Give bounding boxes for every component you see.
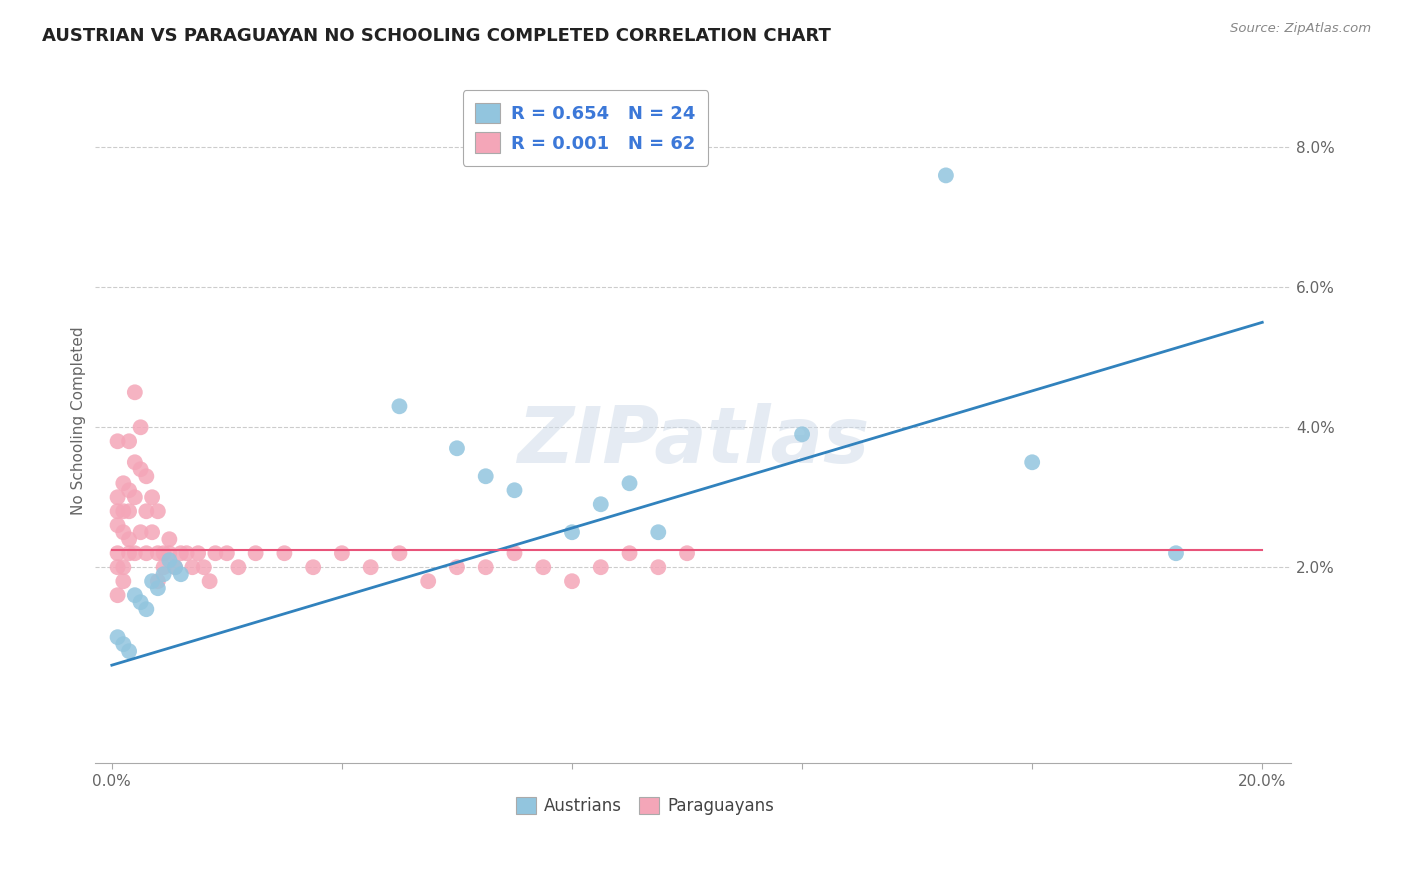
Point <box>124 385 146 400</box>
Point <box>124 546 146 560</box>
Point <box>503 483 526 498</box>
Point <box>152 567 174 582</box>
Legend: Austrians, Paraguayans: Austrians, Paraguayans <box>508 789 782 823</box>
Point <box>647 560 669 574</box>
Point <box>193 560 215 574</box>
Point <box>204 546 226 560</box>
Point <box>589 497 612 511</box>
Text: Source: ZipAtlas.com: Source: ZipAtlas.com <box>1230 22 1371 36</box>
Point <box>146 581 169 595</box>
Point <box>619 476 641 491</box>
Point <box>561 574 583 589</box>
Point <box>141 525 163 540</box>
Point <box>228 560 250 574</box>
Point <box>107 588 129 602</box>
Point <box>129 462 152 476</box>
Point <box>790 427 813 442</box>
Point <box>135 504 157 518</box>
Point <box>170 546 193 560</box>
Point <box>531 560 554 574</box>
Point <box>446 560 468 574</box>
Point <box>589 560 612 574</box>
Point <box>112 525 135 540</box>
Point <box>388 546 411 560</box>
Point <box>176 546 198 560</box>
Point <box>170 567 193 582</box>
Point <box>561 525 583 540</box>
Point <box>135 469 157 483</box>
Point <box>118 504 141 518</box>
Text: AUSTRIAN VS PARAGUAYAN NO SCHOOLING COMPLETED CORRELATION CHART: AUSTRIAN VS PARAGUAYAN NO SCHOOLING COMP… <box>42 27 831 45</box>
Point <box>107 434 129 449</box>
Point <box>124 588 146 602</box>
Y-axis label: No Schooling Completed: No Schooling Completed <box>72 326 86 515</box>
Point <box>474 469 496 483</box>
Point <box>141 490 163 504</box>
Point <box>302 560 325 574</box>
Point <box>112 504 135 518</box>
Point <box>181 560 204 574</box>
Point <box>107 490 129 504</box>
Point <box>676 546 699 560</box>
Point <box>1164 546 1187 560</box>
Point <box>107 546 129 560</box>
Point <box>141 574 163 589</box>
Point <box>112 574 135 589</box>
Point <box>388 399 411 413</box>
Point <box>118 546 141 560</box>
Point <box>112 476 135 491</box>
Point <box>124 490 146 504</box>
Point <box>107 504 129 518</box>
Point <box>146 574 169 589</box>
Point <box>198 574 221 589</box>
Point <box>129 595 152 609</box>
Point <box>157 553 180 567</box>
Point <box>273 546 295 560</box>
Point <box>215 546 238 560</box>
Point <box>330 546 353 560</box>
Point <box>112 560 135 574</box>
Point <box>129 420 152 434</box>
Point <box>107 518 129 533</box>
Point <box>165 560 187 574</box>
Point <box>124 455 146 469</box>
Point <box>135 546 157 560</box>
Point <box>118 644 141 658</box>
Point <box>503 546 526 560</box>
Point <box>360 560 382 574</box>
Point <box>107 630 129 644</box>
Point <box>107 560 129 574</box>
Point <box>157 533 180 547</box>
Point <box>146 546 169 560</box>
Point <box>245 546 267 560</box>
Point <box>157 546 180 560</box>
Point <box>146 504 169 518</box>
Point <box>187 546 209 560</box>
Point <box>152 560 174 574</box>
Point <box>1021 455 1043 469</box>
Point <box>165 560 187 574</box>
Text: ZIPatlas: ZIPatlas <box>516 403 869 479</box>
Point <box>619 546 641 560</box>
Point <box>418 574 440 589</box>
Point <box>152 546 174 560</box>
Point <box>118 483 141 498</box>
Point <box>647 525 669 540</box>
Point <box>118 533 141 547</box>
Point <box>112 637 135 651</box>
Point <box>935 169 957 183</box>
Point <box>474 560 496 574</box>
Point <box>446 442 468 456</box>
Point <box>129 525 152 540</box>
Point <box>118 434 141 449</box>
Point <box>135 602 157 616</box>
